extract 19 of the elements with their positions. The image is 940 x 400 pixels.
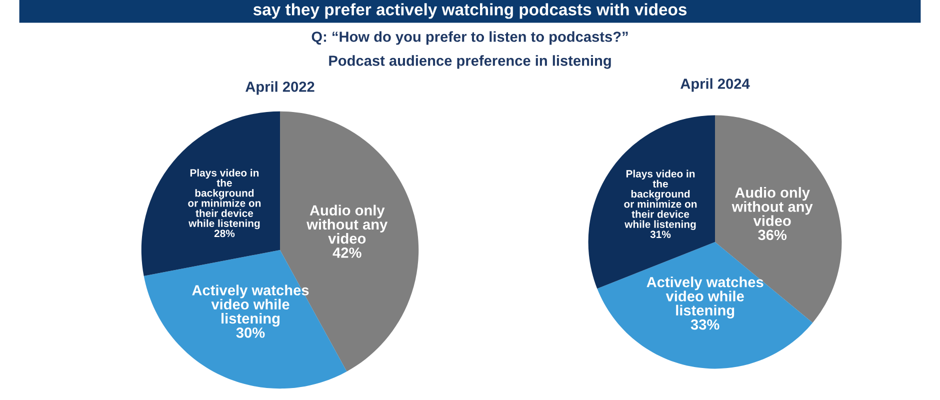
pie-slice [141,111,280,276]
data-label: 30% [236,328,265,338]
slice-label: Plays video in the background or minimize on their device while listening [188,168,261,230]
slice-label: Actively watches video while listening [646,276,764,318]
slice-label: Plays video in the background or minimize on their device while listening [624,170,697,230]
data-label: 36% [758,230,787,240]
pie-slice [597,242,813,369]
data-label: 31% [650,230,671,238]
slice-label: Audio only without any video [732,187,813,226]
chart-title: April 2022 [246,81,314,95]
chart-title: April 2024 [680,78,750,92]
text: Podcast audience preference in listening [329,55,611,69]
text: say they prefer actively watching podcasts with videos [253,3,687,19]
slice-label: Audio only without any video [306,204,388,244]
slice-label: Actively watches video while listening [192,284,309,327]
data-label: 42% [332,248,362,258]
data-label: 28% [214,230,235,238]
data-label: 33% [690,319,720,330]
text: Q: “How do you prefer to listen to podcasts?” [312,31,628,45]
